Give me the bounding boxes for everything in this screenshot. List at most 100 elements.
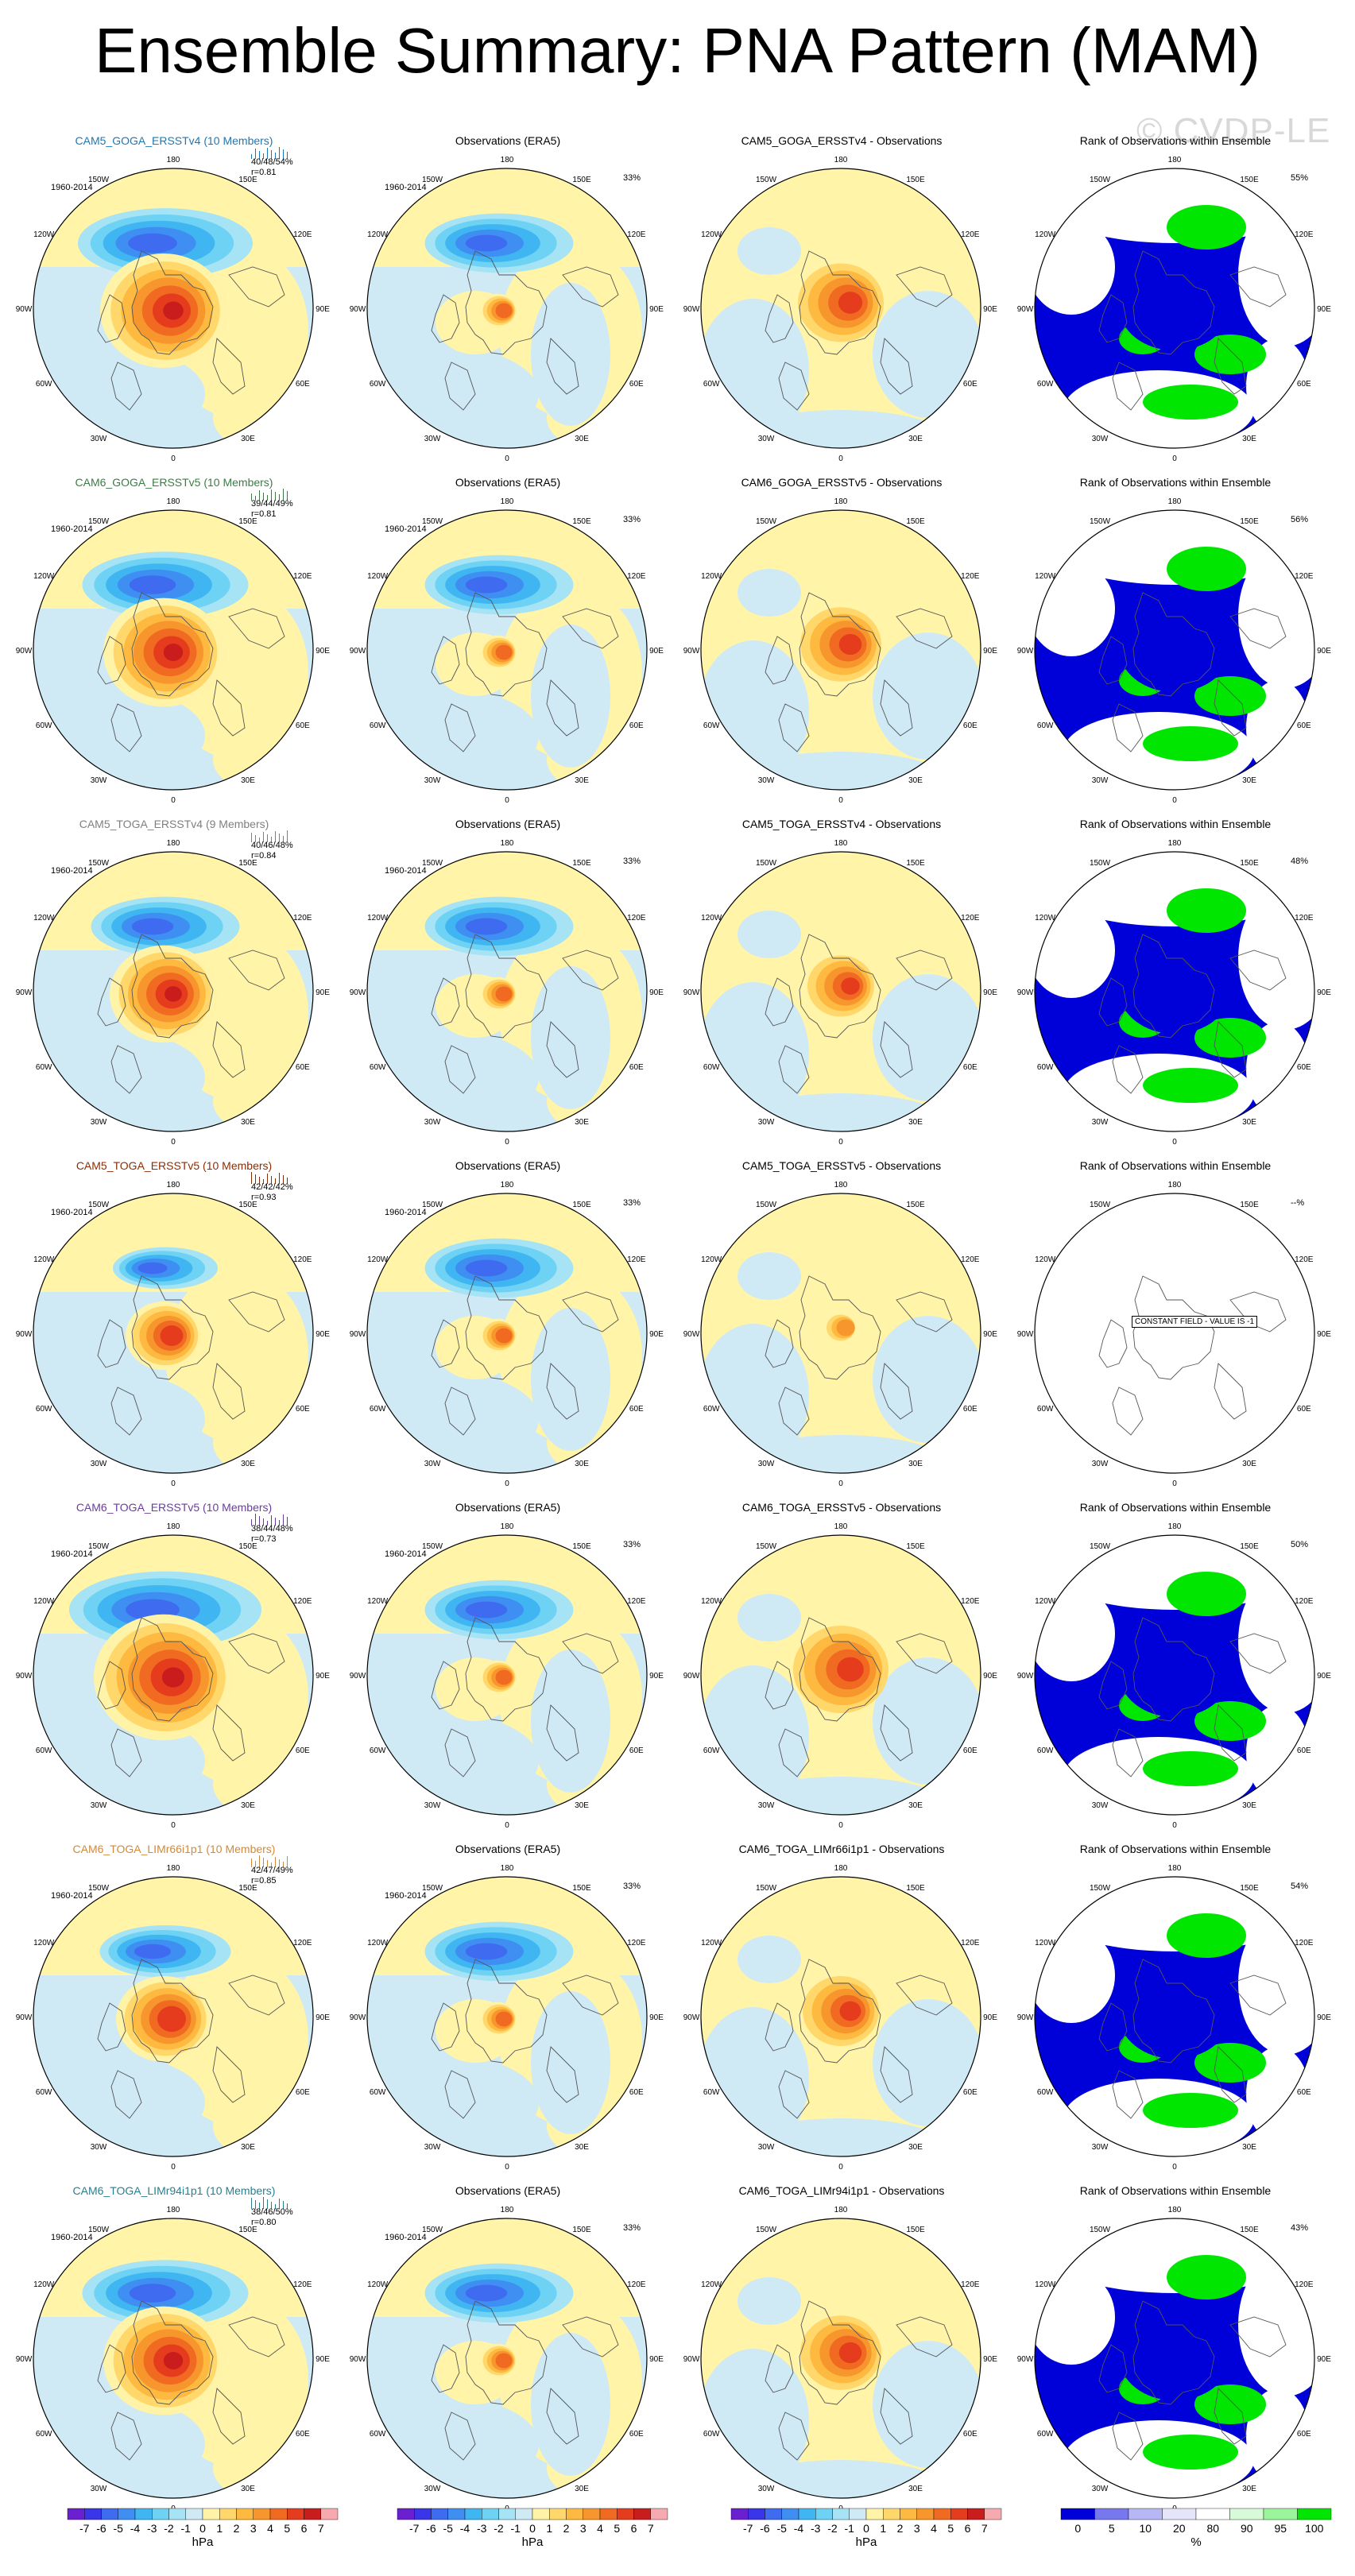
longitude-label: 90E (316, 2355, 330, 2364)
longitude-label: 180 (501, 497, 514, 506)
polar-map: 180 150E 120E 90E 60E 30E 0 30W 60W 90W 120W 150W (16, 1181, 331, 1488)
map-boundary (1034, 1876, 1315, 2157)
longitude-label: 180 (501, 1864, 514, 1873)
longitude-label: 60W (370, 2430, 386, 2439)
longitude-label: 90W (683, 2355, 700, 2364)
longitude-label: 90W (16, 988, 33, 997)
longitude-label: 60W (703, 1405, 720, 1414)
longitude-label: 60W (370, 1063, 386, 1072)
coastline-icon (1098, 592, 1287, 752)
taylor-bars-icon (251, 1511, 299, 1526)
coastline-icon (765, 1617, 953, 1777)
longitude-label: 90W (16, 1672, 33, 1681)
longitude-label: 180 (834, 1522, 848, 1531)
longitude-label: 120W (367, 1939, 389, 1947)
longitude-label: 180 (1168, 1864, 1182, 1873)
colorbar-tick-label: -3 (811, 2522, 821, 2535)
longitude-label: 90E (649, 2013, 664, 2022)
longitude-label: 150E (1240, 1201, 1259, 1209)
rank-panel: Rank of Observations within Ensemble 54% 1… (1012, 1842, 1346, 2176)
longitude-label: 60E (629, 1746, 644, 1755)
colorbar-tick-label: 5 (1109, 2522, 1115, 2535)
longitude-label: 60E (296, 2088, 310, 2097)
longitude-label: 30W (424, 1801, 441, 1810)
longitude-label: 120E (293, 1597, 312, 1606)
longitude-label: 90W (350, 1330, 366, 1339)
longitude-label: 90W (16, 2355, 33, 2364)
longitude-label: 60W (1037, 2430, 1054, 2439)
map-boundary (33, 851, 314, 1132)
longitude-label: 150W (756, 2226, 777, 2234)
colorbar-tick-label: -6 (426, 2522, 436, 2535)
map-boundary (700, 168, 981, 449)
longitude-label: 120W (701, 1597, 722, 1606)
longitude-label: 150W (422, 1542, 443, 1551)
longitude-label: 60E (296, 1746, 310, 1755)
longitude-label: 180 (834, 839, 848, 848)
colorbar-swatch (498, 2508, 516, 2520)
polar-map: 180 150E 120E 90E 60E 30E 0 30W 60W 90W 120W 150W (16, 497, 331, 805)
colorbar-swatch (447, 2508, 466, 2520)
longitude-label: 180 (167, 1181, 180, 1189)
colorbar-tick-label: -5 (777, 2522, 788, 2535)
longitude-label: 60W (703, 2088, 720, 2097)
colorbar-swatch (118, 2508, 136, 2520)
longitude-label: 90W (1017, 1672, 1034, 1681)
longitude-label: 90W (16, 1330, 33, 1339)
model-title: CAM6_TOGA_LIMr94i1p1 (10 Members) (72, 2184, 276, 2197)
longitude-label: 90W (350, 2355, 366, 2364)
longitude-label: 30E (908, 2485, 923, 2493)
constant-field-label: CONSTANT FIELD - VALUE IS -1 (1132, 1316, 1258, 1328)
panel-row: CAM5_TOGA_ERSSTv4 (9 Members) 1960-2014 40… (0, 817, 1355, 1151)
longitude-label: 90W (350, 1672, 366, 1681)
colorbar-units: hPa (521, 2535, 544, 2549)
longitude-label: 150E (1240, 1542, 1259, 1551)
colorbar-tick-label: 3 (914, 2522, 920, 2535)
longitude-label: 30W (1092, 776, 1109, 785)
longitude-label: 30W (91, 1801, 107, 1810)
pct-spread: 42/47/49% (251, 1866, 293, 1875)
colorbar-swatch (101, 2508, 118, 2520)
longitude-label: 180 (167, 497, 180, 506)
rank-panel: Rank of Observations within Ensemble 55% 1… (1012, 133, 1346, 467)
longitude-label: 60W (1037, 1063, 1054, 1072)
coastline-icon (97, 934, 285, 1094)
colorbar-swatch (748, 2508, 765, 2520)
rank-panel: Rank of Observations within Ensemble 48% 1… (1012, 817, 1346, 1151)
longitude-label: 90E (316, 305, 330, 314)
longitude-label: 0 (1172, 1821, 1177, 1830)
longitude-label: 60E (1297, 2088, 1311, 2097)
polar-map: 180 150E 120E 90E 60E 30E 0 30W 60W 90W 120W 150W (350, 1181, 664, 1488)
coastline-icon (765, 934, 953, 1094)
longitude-label: 90E (983, 2013, 997, 2022)
longitude-label: 180 (834, 1864, 848, 1873)
obs-pct: 33% (623, 1882, 641, 1891)
longitude-label: 120W (33, 1597, 55, 1606)
longitude-label: 120E (627, 230, 646, 239)
longitude-label: 120E (293, 1939, 312, 1947)
longitude-label: 150W (756, 176, 777, 184)
longitude-label: 30W (758, 2143, 775, 2152)
longitude-label: 30E (575, 2485, 589, 2493)
colorbar-tick-label: 3 (250, 2522, 257, 2535)
diff-title: CAM6_TOGA_LIMr66i1p1 - Observations (738, 1843, 945, 1855)
diff-title: CAM5_TOGA_ERSSTv4 - Observations (741, 818, 942, 830)
longitude-label: 90E (983, 1672, 997, 1681)
diff-title: CAM5_GOGA_ERSSTv4 - Observations (741, 134, 943, 147)
rank-pct: 54% (1291, 1882, 1309, 1891)
colorbar-swatch (320, 2508, 339, 2520)
longitude-label: 60E (629, 1405, 644, 1414)
polar-map: 180 150E 120E 90E 60E 30E 0 30W 60W 90W 120W 150W (350, 497, 664, 805)
longitude-label: 120E (961, 230, 980, 239)
longitude-label: 120E (627, 1939, 646, 1947)
longitude-label: 60W (703, 1063, 720, 1072)
rank-pct: 55% (1291, 173, 1309, 183)
longitude-label: 30W (91, 435, 107, 443)
model-panel: CAM5_GOGA_ERSSTv4 (10 Members) 1960-2014 4… (11, 133, 345, 467)
diff-title: CAM5_TOGA_ERSSTv5 - Observations (741, 1159, 942, 1172)
longitude-label: 180 (1168, 156, 1182, 164)
map-boundary (33, 168, 314, 449)
colorbar-swatch (617, 2508, 634, 2520)
coastline-icon (1098, 934, 1287, 1094)
longitude-label: 150W (88, 1201, 110, 1209)
